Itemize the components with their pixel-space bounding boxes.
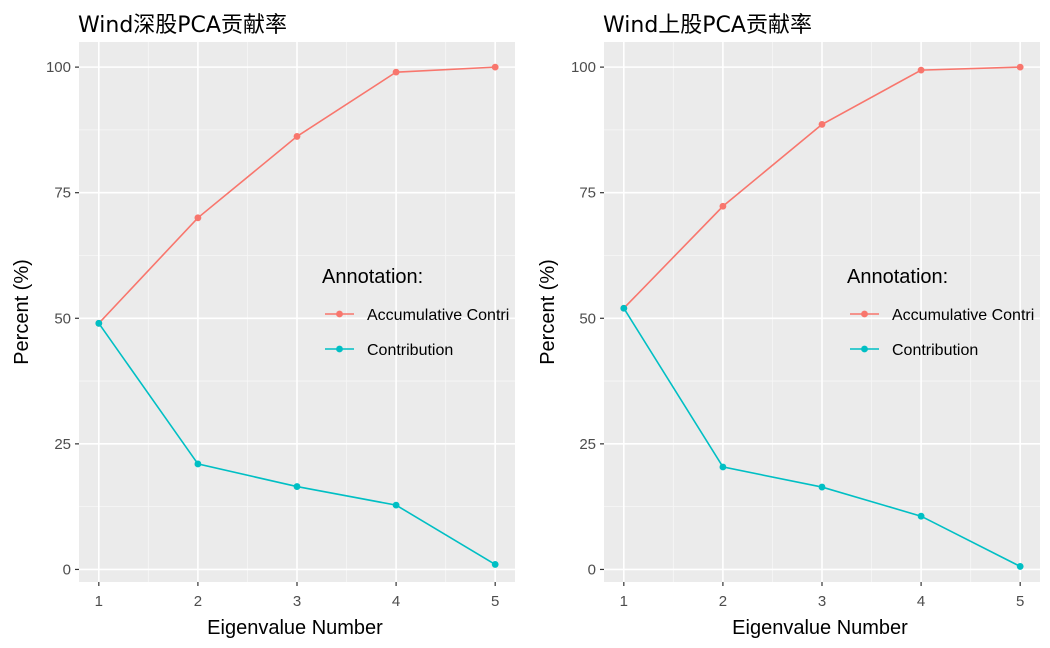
legend-label: Contribution [367, 342, 453, 359]
y-tick-label: 75 [54, 185, 71, 202]
x-tick-label: 5 [1016, 593, 1024, 610]
y-tick-label: 0 [588, 561, 596, 578]
y-tick-label: 75 [579, 185, 596, 202]
x-tick-label: 4 [392, 593, 400, 610]
legend-key-point [336, 345, 343, 353]
chart-title: Wind上股PCA贡献率 [603, 13, 812, 38]
y-tick-label: 25 [579, 436, 596, 453]
x-tick-label: 2 [719, 593, 727, 610]
legend-label: Accumulative Contri [892, 307, 1034, 324]
x-tick-label: 3 [818, 593, 826, 610]
data-point [293, 483, 301, 490]
data-point [1016, 63, 1024, 71]
data-point [491, 63, 499, 71]
data-point [293, 133, 301, 140]
y-tick-label: 25 [54, 436, 71, 453]
y-tick-label: 50 [579, 310, 596, 327]
data-point [917, 66, 925, 74]
data-point [491, 561, 499, 568]
legend-key-point [336, 310, 343, 318]
y-axis-title: Percent (%) [537, 259, 559, 365]
y-tick-label: 100 [46, 59, 71, 76]
y-tick-label: 100 [571, 59, 596, 76]
x-tick-label: 1 [95, 593, 103, 610]
y-tick-label: 50 [54, 310, 71, 327]
data-point [392, 68, 400, 76]
x-tick-label: 4 [917, 593, 925, 610]
y-axis-title: Percent (%) [11, 259, 33, 365]
x-axis-title: Eigenvalue Number [732, 617, 908, 639]
legend-title: Annotation: [322, 266, 423, 288]
x-tick-label: 1 [620, 593, 628, 610]
x-tick-label: 2 [194, 593, 202, 610]
legend-key-point [861, 310, 868, 318]
data-point [95, 319, 103, 327]
chart-title: Wind深股PCA贡献率 [78, 13, 287, 38]
data-point [818, 120, 826, 128]
data-point [194, 214, 202, 222]
data-point [392, 501, 400, 509]
chart-panel-2: Wind上股PCA贡献率 0 25 50 75 100 1 2 3 4 5 Eigenvalue Nu… [537, 13, 1040, 639]
x-tick-label: 3 [293, 593, 301, 610]
legend-key-point [861, 345, 868, 353]
y-tick-label: 0 [63, 561, 71, 578]
x-axis-title: Eigenvalue Number [207, 617, 383, 639]
data-point [194, 460, 202, 468]
data-point [620, 304, 628, 312]
data-point [719, 463, 727, 471]
data-point [719, 202, 727, 210]
legend-label: Accumulative Contri [367, 307, 509, 324]
chart-panel-1: Wind深股PCA贡献率 0 25 50 75 100 1 2 3 4 5 Eigenvalue Nu… [11, 13, 515, 639]
legend-title: Annotation: [847, 266, 948, 288]
data-point [917, 512, 925, 520]
x-tick-label: 5 [491, 593, 499, 610]
data-point [818, 483, 826, 491]
legend-label: Contribution [892, 342, 978, 359]
data-point [1016, 563, 1024, 570]
